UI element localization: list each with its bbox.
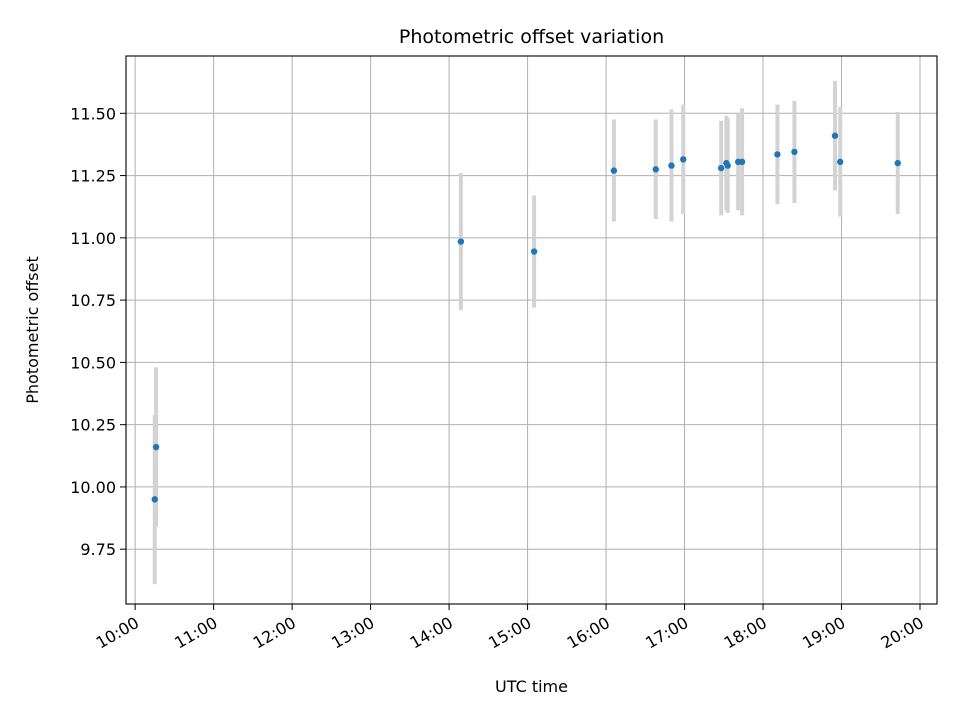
data-point: [680, 156, 687, 163]
data-point: [717, 164, 725, 172]
data-point: [152, 443, 160, 451]
data-point: [530, 248, 538, 255]
plot-frame: [125, 55, 938, 605]
y-tick-label: 11.25: [70, 167, 116, 186]
y-tick-label: 9.75: [80, 540, 116, 559]
data-point: [652, 166, 659, 173]
data-point: [457, 238, 465, 245]
data-point: [837, 158, 844, 166]
data-point: [791, 148, 798, 156]
x-axis-label: UTC time: [495, 677, 568, 696]
grid: [126, 56, 937, 604]
y-tick-label: 10.75: [70, 291, 116, 310]
data-point: [151, 496, 158, 503]
data-point: [610, 167, 618, 174]
y-axis-label: Photometric offset: [23, 256, 42, 404]
y-axis-ticks: 9.75 10.00 10.25 10.50 10.75 11.00 11.25 11.50: [70, 104, 126, 559]
y-tick-label: 11.50: [70, 104, 116, 123]
y-tick-label: 11.00: [70, 229, 116, 248]
chart-title: Photometric offset variation: [399, 26, 664, 48]
data-point: [724, 162, 731, 169]
data-point: [668, 162, 675, 169]
y-tick-label: 10.25: [70, 416, 116, 435]
data-points: [151, 132, 901, 503]
data-point: [738, 158, 746, 166]
y-tick-label: 10.50: [70, 353, 116, 372]
y-tick-label: 10.00: [70, 478, 116, 497]
data-point: [831, 132, 839, 139]
data-point: [774, 151, 781, 158]
data-point: [894, 159, 901, 167]
